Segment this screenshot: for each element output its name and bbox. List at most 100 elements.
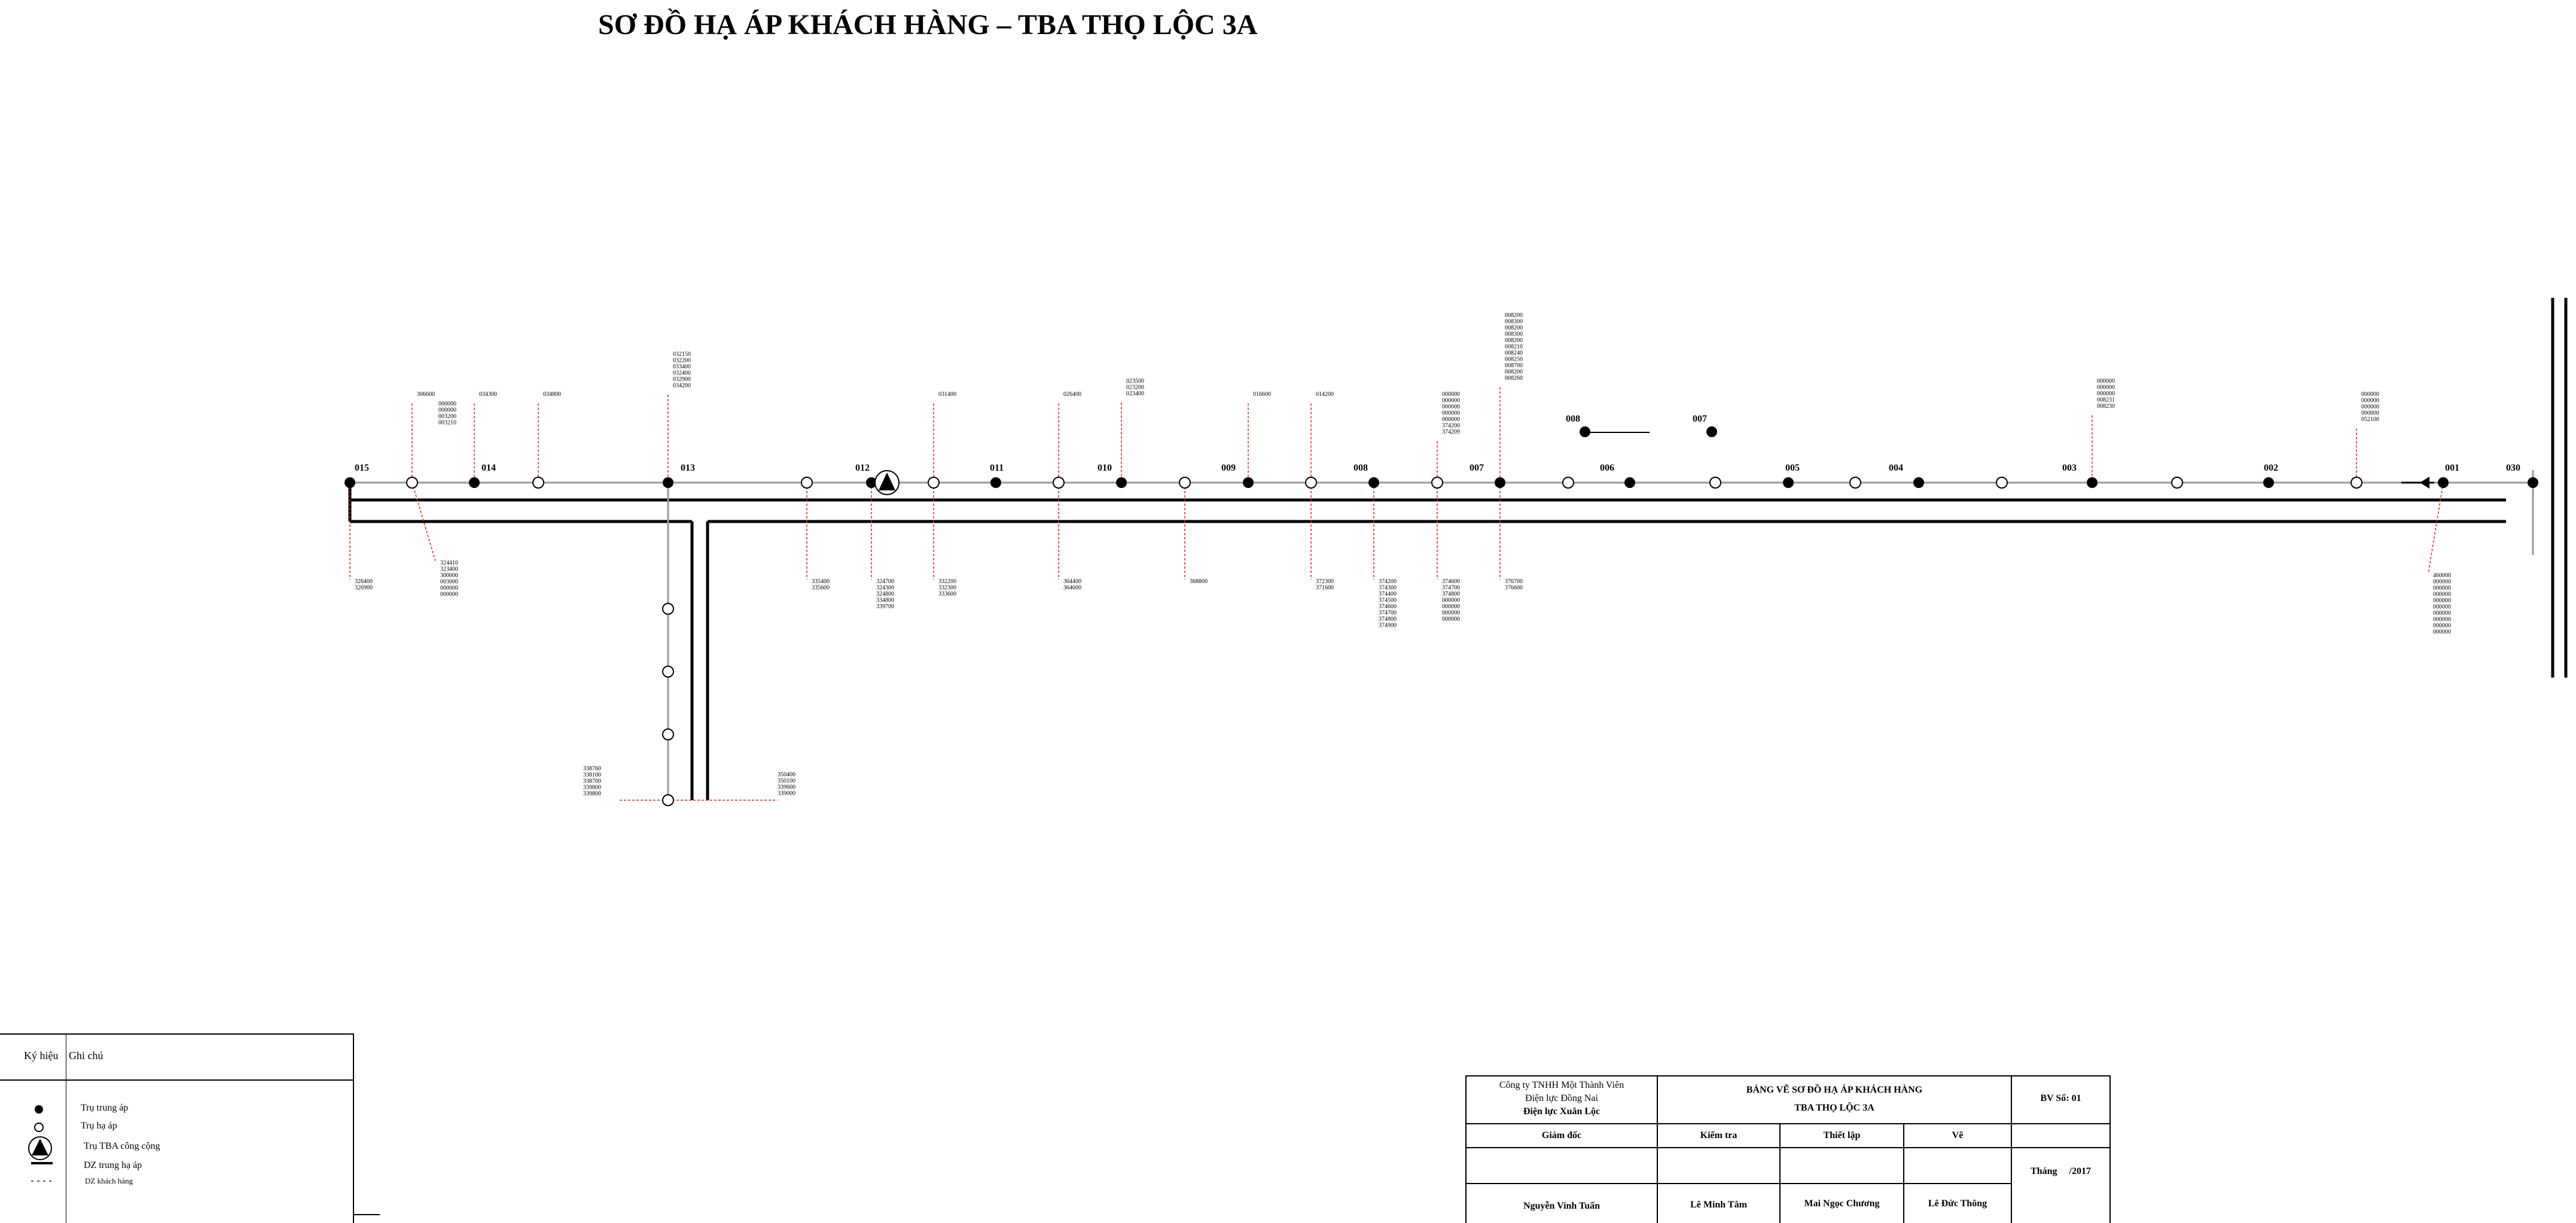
customer-id: 371600 (1316, 585, 1334, 591)
pole-labels: 015 014 013 012 011 010 009 008 007 006 005 004 003 0… (355, 414, 2520, 473)
customer-id: 008300 (1505, 319, 1523, 325)
customer-id: 000000 (1442, 398, 1460, 404)
customer-id: 338100 (583, 772, 601, 779)
mv-pole-004 (1913, 477, 1924, 488)
customer-id: 335400 (812, 578, 830, 585)
tba-triangle-icon (28, 1136, 52, 1160)
lateral-end-pole (662, 794, 674, 806)
customer-id: 000000 (2097, 385, 2115, 391)
customer-id: 338700 (583, 778, 601, 785)
customer-id: 339800 (583, 791, 601, 797)
legend-header (0, 1035, 353, 1081)
customer-id: 374800 (1379, 616, 1397, 623)
customer-id: 374700 (1379, 610, 1397, 617)
customer-id: 324410 (440, 560, 458, 566)
customer-id: 008260 (1505, 375, 1523, 382)
customer-id: 000000 (2433, 579, 2451, 585)
feed-arrow (2420, 477, 2429, 489)
customer-id: 008231 (2097, 397, 2115, 404)
customer-id: 339000 (778, 791, 795, 797)
customer-id: 000000 (2361, 404, 2379, 410)
feeder-lines (348, 298, 2568, 800)
customer-group-g_011b_up: 026400 (1063, 391, 1081, 398)
customer-group-g_012b_up: 031400 (938, 391, 956, 398)
pole-label-012: 012 (855, 463, 870, 473)
name-draw: Lê Đức Thông (1928, 1198, 1987, 1209)
pole-label-002: 002 (2264, 463, 2278, 473)
customer-id: 376600 (1505, 585, 1523, 591)
page-title: SƠ ĐỒ HẠ ÁP KHÁCH HÀNG – TBA THỌ LỘC 3A (598, 9, 1258, 41)
customer-id: 335600 (812, 585, 830, 591)
customer-id: 326400 (355, 578, 373, 585)
mv-pole-006 (1624, 477, 1635, 488)
customer-id: 323400 (440, 566, 458, 573)
customer-id: 000000 (2361, 410, 2379, 417)
customer-id: 008230 (2097, 403, 2115, 410)
tba-triangle (879, 472, 895, 490)
branch-label-008: 008 (1566, 414, 1580, 424)
customer-group-g_001_down: 4600000000000000000000000000000000000000… (2433, 572, 2451, 636)
customer-id: 000000 (440, 585, 458, 591)
dashed-line-icon (31, 1181, 53, 1182)
customer-id: 003200 (438, 413, 456, 420)
customer-id: 374700 (1442, 585, 1460, 591)
customer-id: 000000 (2433, 585, 2451, 591)
mv-pole-010 (1116, 477, 1127, 488)
name-design: Mai Ngọc Chương (1804, 1198, 1880, 1209)
customer-id: 052100 (2361, 416, 2379, 423)
customer-id: 034800 (543, 391, 561, 398)
legend: Ký hiệu Ghi chú Trụ trung áp Trụ hạ áp T… (0, 1033, 354, 1223)
company-line-1: Công ty TNHH Một Thành Viên (1499, 1080, 1624, 1090)
customer-id: 376700 (1505, 578, 1523, 585)
lv-pole-5 (1053, 477, 1065, 489)
customer-id: 332300 (938, 585, 956, 591)
name-director: Nguyễn Vinh Tuấn (1523, 1201, 1601, 1211)
customer-id: 364400 (1063, 578, 1081, 585)
customer-id: 374200 (1442, 423, 1460, 429)
customer-id: 008250 (1505, 356, 1523, 363)
customer-id: 000000 (2433, 604, 2451, 611)
company-line-2: Điện lực Đồng Nai (1525, 1093, 1598, 1103)
customer-id: 000000 (1442, 391, 1460, 398)
customer-id: 000000 (1442, 616, 1460, 623)
drawing-number: BV Số: 01 (2040, 1093, 2081, 1103)
customer-id: 008300 (1505, 331, 1523, 338)
pole-label-007: 007 (1470, 463, 1484, 473)
customer-id: 000000 (2433, 629, 2451, 636)
customer-id: 300000 (440, 572, 458, 579)
legend-col-note: Ghi chú (69, 1050, 103, 1062)
mv-pole-013 (663, 477, 673, 488)
drawing-date: Tháng /2017 (2031, 1166, 2091, 1176)
customer-id: 000000 (2097, 378, 2115, 385)
role-design: Thiết lập (1823, 1130, 1861, 1140)
pole-label-003: 003 (2062, 463, 2077, 473)
mv-pole-007 (1495, 477, 1505, 488)
customer-id: 014200 (1316, 391, 1334, 398)
customer-id: 032400 (673, 370, 691, 377)
pole-label-011: 011 (990, 463, 1004, 473)
customer-id: 000000 (438, 401, 456, 407)
role-draw: Vẽ (1952, 1130, 1964, 1140)
thick-line-icon (31, 1162, 53, 1164)
customer-id: 339700 (876, 603, 894, 610)
lv-pole-12 (1996, 477, 2008, 489)
customer-id: 000000 (2433, 623, 2451, 629)
customer-id: 333600 (938, 591, 956, 597)
customer-id: 023200 (1126, 385, 1144, 391)
customer-id: 016600 (1253, 391, 1271, 398)
customer-id: 374500 (1379, 597, 1397, 604)
customer-id: 023500 (1126, 378, 1144, 385)
pole-label-030: 030 (2506, 463, 2520, 473)
lv-pole-9 (1562, 477, 1574, 489)
